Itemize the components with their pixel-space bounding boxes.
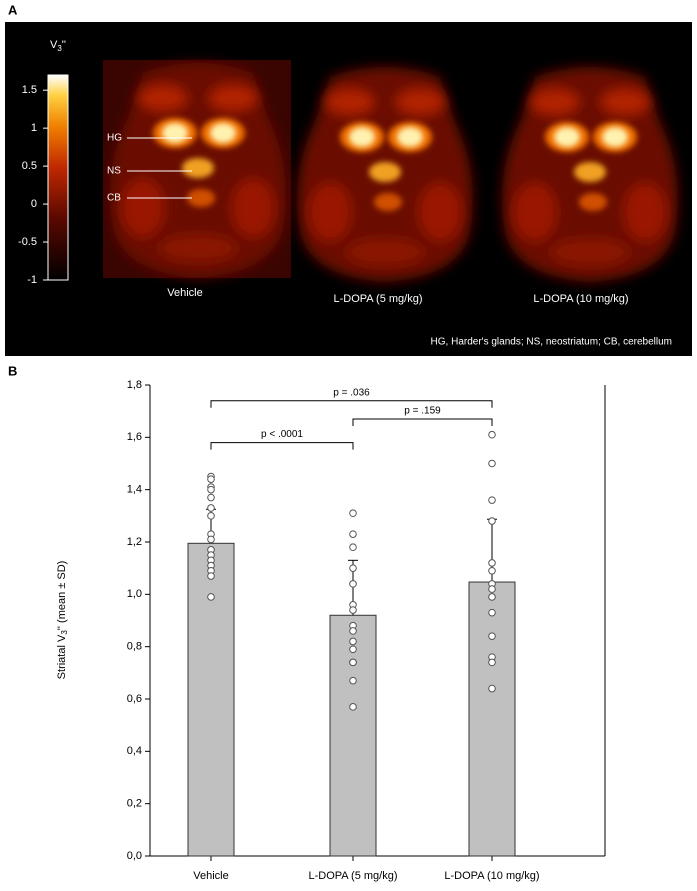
colorbar-tick-label: 0.5 bbox=[22, 160, 37, 172]
panel-letter: B bbox=[8, 363, 17, 378]
colorbar-label: V3'' bbox=[50, 39, 66, 53]
region-label: HG bbox=[107, 133, 122, 144]
image-labels: Vehicle L-DOPA (5 mg/kg) L-DOPA (10 mg/kg)… bbox=[107, 133, 629, 305]
y-tick-label: 0,4 bbox=[127, 745, 142, 757]
data-point bbox=[207, 512, 215, 520]
y-tick-label: 0,2 bbox=[127, 798, 142, 810]
colorbar-tick-label: -0.5 bbox=[18, 236, 37, 248]
data-point bbox=[349, 658, 357, 667]
comparison-bracket bbox=[210, 400, 493, 408]
pet-image bbox=[297, 67, 473, 282]
data-point bbox=[349, 564, 357, 572]
image-label: Vehicle bbox=[167, 287, 202, 299]
bar-chart: 0,0 0,2 0,4 0,6 0,8 1,0 1,2 1,4 1,6 1,8 Vehicle L-D… bbox=[127, 379, 606, 882]
image-label: L-DOPA (5 mg/kg) bbox=[333, 293, 422, 305]
colorbar-tick-label: 1.5 bbox=[22, 84, 37, 96]
colorbar-tick-label: 1 bbox=[31, 122, 37, 134]
bar bbox=[187, 542, 235, 857]
image-label: L-DOPA (10 mg/kg) bbox=[533, 293, 628, 305]
data-point bbox=[349, 509, 357, 518]
data-point bbox=[349, 676, 357, 685]
data-point bbox=[488, 459, 496, 468]
data-point bbox=[207, 504, 215, 512]
x-tick-label: L-DOPA (10 mg/kg) bbox=[444, 870, 539, 882]
comparison-label: p = .036 bbox=[333, 387, 370, 398]
data-point bbox=[207, 485, 215, 494]
data-point bbox=[349, 703, 357, 711]
data-point bbox=[207, 535, 215, 544]
data-point bbox=[349, 543, 357, 552]
y-tick-label: 0,6 bbox=[127, 693, 142, 705]
colorbar bbox=[47, 74, 69, 281]
y-tick-label: 0,0 bbox=[127, 850, 142, 862]
y-tick-label: 0,8 bbox=[127, 641, 142, 653]
comparison-bracket bbox=[210, 442, 354, 450]
x-tick-label: Vehicle bbox=[193, 870, 228, 882]
comparison-label: p = .159 bbox=[404, 406, 441, 417]
bar bbox=[468, 581, 516, 857]
data-point bbox=[488, 559, 496, 567]
y-axis-label: Striatal V3'' (mean ± SD) bbox=[56, 561, 69, 680]
comparison-label: p < .0001 bbox=[261, 429, 303, 440]
data-point bbox=[207, 593, 215, 601]
data-point bbox=[488, 684, 496, 693]
data-point bbox=[488, 608, 496, 617]
colorbar-axis: 1.5 1 0.5 0 -0.5 -1 bbox=[18, 84, 48, 286]
pet-image bbox=[502, 67, 678, 282]
y-tick-label: 1,2 bbox=[127, 536, 142, 548]
footnote: HG, Harder's glands; NS, neostriatum; CB… bbox=[431, 337, 672, 348]
data-point bbox=[488, 593, 496, 601]
y-tick-label: 1,6 bbox=[127, 431, 142, 443]
data-point bbox=[349, 645, 357, 654]
region-label: NS bbox=[107, 166, 121, 177]
colorbar-tick-label: 0 bbox=[31, 198, 37, 210]
data-point bbox=[349, 637, 357, 646]
data-point bbox=[488, 430, 496, 439]
data-point bbox=[349, 580, 357, 588]
data-point bbox=[207, 475, 215, 484]
data-point bbox=[349, 627, 357, 635]
data-point bbox=[349, 606, 357, 614]
data-point bbox=[488, 658, 496, 667]
bar bbox=[329, 614, 377, 857]
region-label: CB bbox=[107, 193, 121, 204]
y-tick-label: 1,0 bbox=[127, 588, 142, 600]
x-tick-label: L-DOPA (5 mg/kg) bbox=[308, 870, 397, 882]
data-point bbox=[207, 572, 215, 580]
y-tick-label: 1,4 bbox=[127, 484, 142, 496]
data-point bbox=[349, 530, 357, 538]
colorbar-tick-label: -1 bbox=[27, 274, 37, 286]
data-point bbox=[488, 585, 496, 593]
data-point bbox=[488, 517, 496, 525]
y-tick-label: 1,8 bbox=[127, 379, 142, 391]
data-point bbox=[488, 496, 496, 504]
data-point bbox=[488, 632, 496, 641]
comparison-bracket bbox=[352, 418, 493, 427]
data-point bbox=[488, 566, 496, 575]
data-point bbox=[207, 493, 215, 502]
panel-letter: A bbox=[8, 2, 18, 17]
